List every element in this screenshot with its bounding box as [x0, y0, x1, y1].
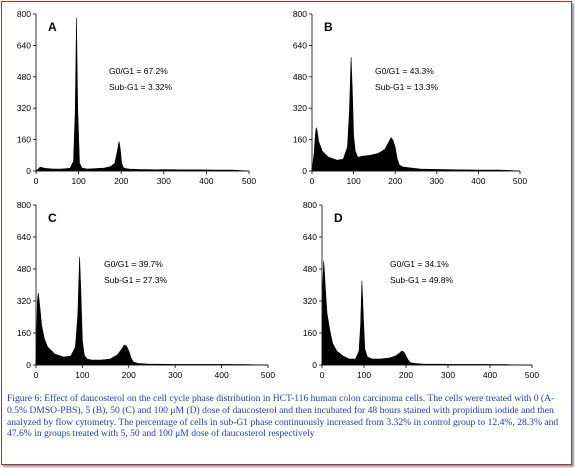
g0g1-annotation: G0/G1 = 43.3%: [375, 66, 434, 76]
panel-b: 0 160 320 480 640 800 0 100 200 300 400 500 B G0/G1 =…: [293, 9, 528, 186]
x-tick-label: 200: [114, 176, 128, 186]
y-tick-label: 800: [293, 9, 307, 19]
y-tick-label: 480: [17, 264, 31, 274]
panel-label: B: [324, 20, 333, 34]
x-tick-label: 100: [72, 176, 86, 186]
panel-label: C: [48, 211, 57, 225]
y-tick-label: 160: [17, 135, 31, 145]
subg1-annotation: Sub-G1 = 3.32%: [109, 82, 173, 92]
y-tick-label: 640: [17, 232, 31, 242]
x-tick-label: 0: [320, 370, 325, 380]
y-tick-label: 0: [26, 166, 31, 176]
subg1-annotation: Sub-G1 = 13.3%: [375, 82, 439, 92]
x-tick-label: 200: [399, 370, 413, 380]
x-tick-label: 100: [357, 370, 371, 380]
x-tick-label: 300: [441, 370, 455, 380]
x-tick-label: 500: [242, 176, 256, 186]
g0g1-annotation: G0/G1 = 39.7%: [104, 259, 163, 269]
y-tick-label: 480: [17, 72, 31, 82]
x-tick-label: 400: [471, 176, 485, 186]
x-tick-label: 400: [483, 370, 497, 380]
y-tick-label: 480: [303, 264, 317, 274]
y-tick-label: 320: [17, 103, 31, 113]
y-tick-label: 320: [293, 103, 307, 113]
g0g1-annotation: G0/G1 = 34.1%: [390, 259, 449, 269]
x-tick-label: 400: [215, 370, 229, 380]
panel-d: 0 160 320 480 640 800 0 100 200 300 400 500 D G0/G1 =…: [303, 200, 540, 380]
histogram-area: [35, 256, 269, 366]
y-tick-label: 0: [26, 360, 31, 370]
panel-a: 0 160 320 480 640 800 0 100 200 300 400 500 A G0/G1 =…: [17, 9, 257, 186]
x-tick-label: 0: [310, 176, 315, 186]
y-tick-label: 800: [17, 9, 31, 19]
panel-c: 0 160 320 480 640 800 0 100 200 300 400 500 C G0/G1 =…: [17, 200, 276, 380]
y-tick-label: 800: [17, 200, 31, 210]
g0g1-annotation: G0/G1 = 67.2%: [109, 66, 168, 76]
y-tick-label: 160: [293, 135, 307, 145]
y-tick-label: 800: [303, 200, 317, 210]
histogram-area: [311, 56, 521, 172]
x-tick-label: 200: [122, 370, 136, 380]
histogram-area: [321, 260, 533, 366]
x-tick-label: 0: [34, 370, 39, 380]
panel-label: A: [48, 20, 57, 34]
x-tick-label: 500: [525, 370, 539, 380]
figure-panels: 0 160 320 480 640 800 0 100 200 300 400 500 A G0/G1 =…: [17, 9, 540, 380]
y-tick-label: 160: [17, 328, 31, 338]
y-tick-label: 480: [293, 72, 307, 82]
x-tick-label: 0: [34, 176, 39, 186]
subg1-annotation: Sub-G1 = 49.8%: [390, 275, 454, 285]
y-tick-label: 640: [293, 40, 307, 50]
x-tick-label: 400: [199, 176, 213, 186]
y-tick-label: 0: [312, 360, 317, 370]
figure-caption: Figure 6: Effect of daucosterol on the c…: [7, 393, 559, 440]
y-tick-label: 160: [303, 328, 317, 338]
subg1-annotation: Sub-G1 = 27.3%: [104, 275, 168, 285]
x-tick-label: 300: [430, 176, 444, 186]
x-tick-label: 200: [388, 176, 402, 186]
y-tick-label: 320: [17, 296, 31, 306]
y-tick-label: 640: [303, 232, 317, 242]
x-tick-label: 300: [157, 176, 171, 186]
y-tick-label: 0: [302, 166, 307, 176]
y-tick-label: 320: [303, 296, 317, 306]
x-tick-label: 100: [75, 370, 89, 380]
x-tick-label: 300: [168, 370, 182, 380]
histogram-area: [35, 17, 250, 172]
x-tick-label: 500: [261, 370, 275, 380]
panel-label: D: [334, 211, 343, 225]
y-tick-label: 640: [17, 40, 31, 50]
x-tick-label: 500: [513, 176, 527, 186]
x-tick-label: 100: [347, 176, 361, 186]
